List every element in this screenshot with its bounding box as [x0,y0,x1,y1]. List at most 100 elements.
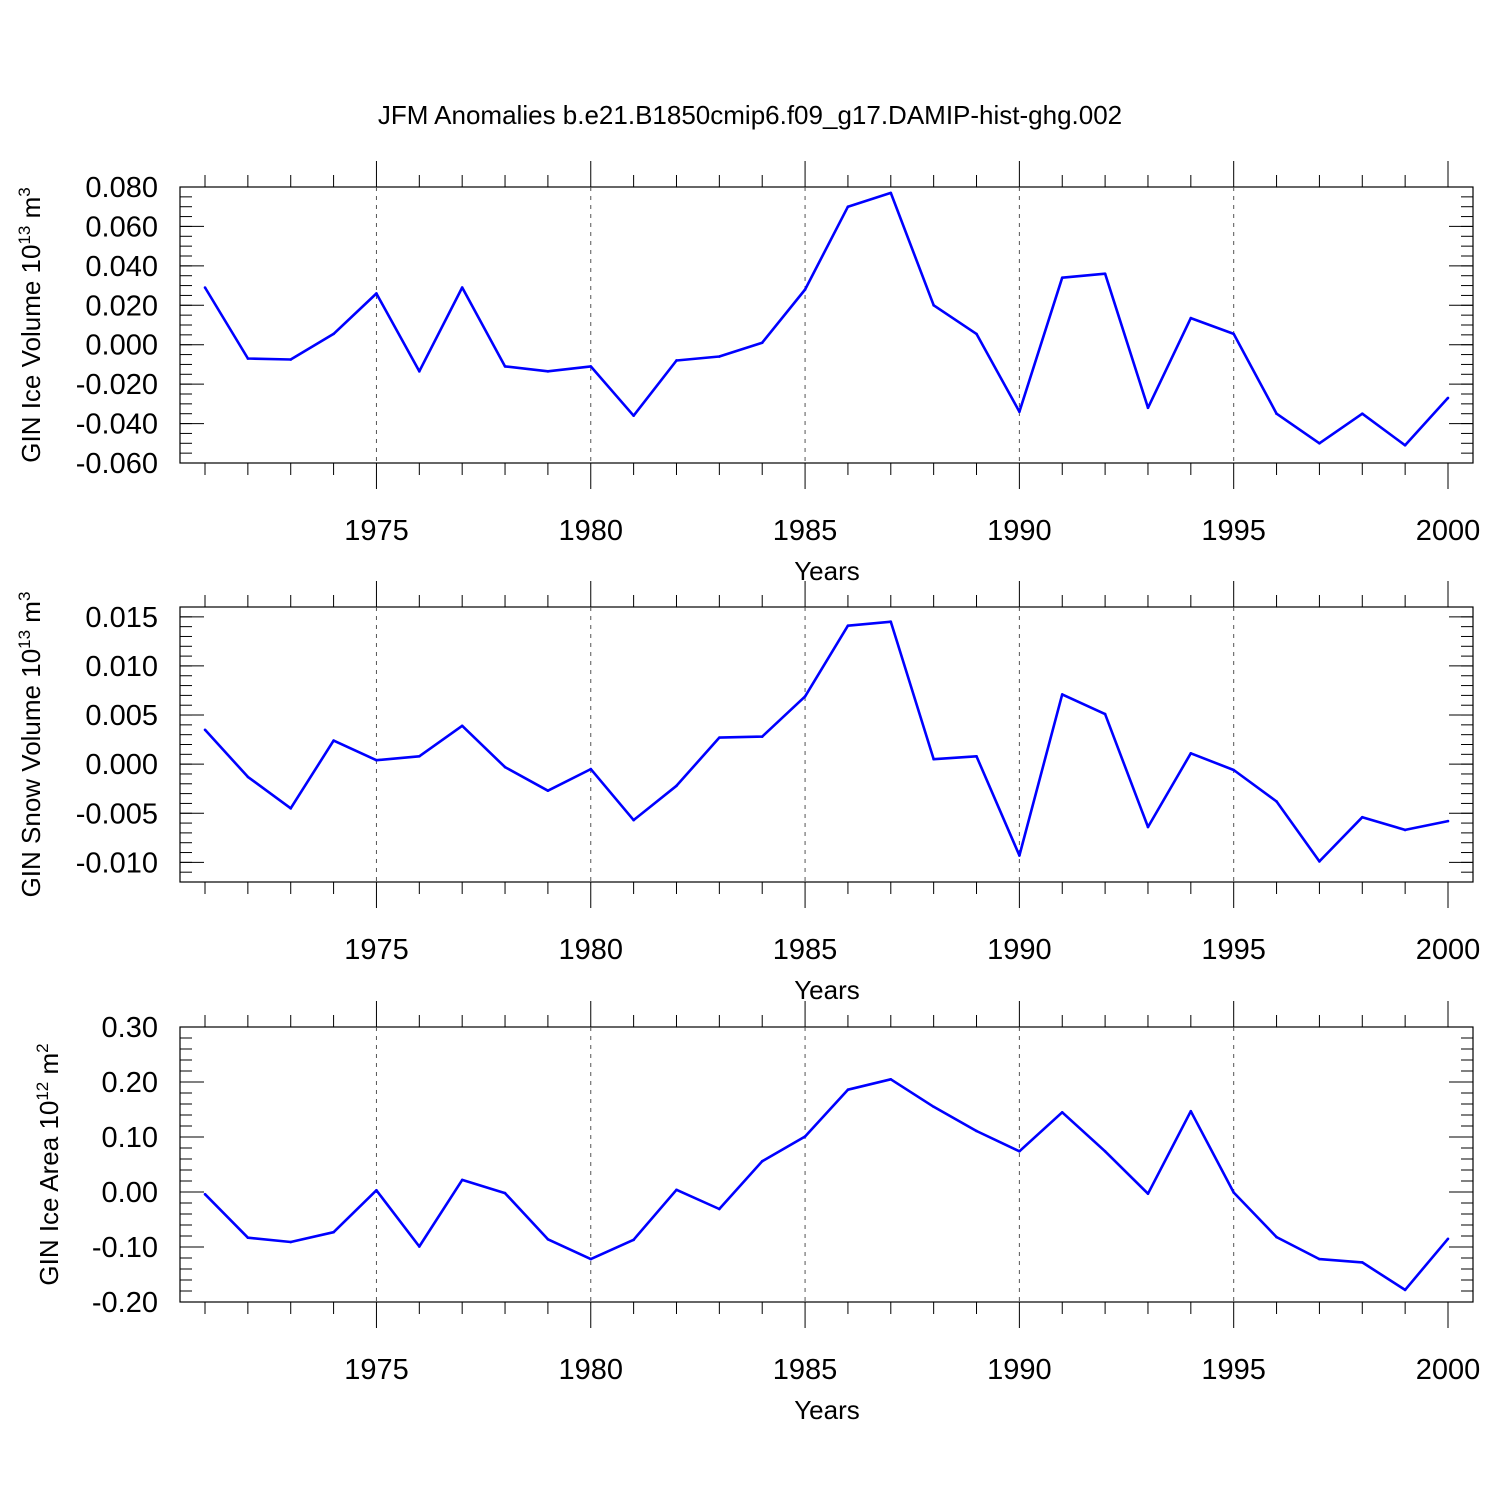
x-axis-label: Years [794,556,860,586]
x-tick-label: 1975 [344,1354,409,1386]
x-tick-label: 2000 [1416,515,1481,547]
chart-title: JFM Anomalies b.e21.B1850cmip6.f09_g17.D… [378,100,1122,130]
y-tick-label: 0.00 [102,1177,158,1209]
y-axis-label: GIN Snow Volume 1013 m3 [15,592,46,898]
y-axis-label-unit: m [16,197,46,226]
data-point [1403,1288,1407,1292]
data-point [589,365,593,368]
data-point [589,1257,593,1261]
y-axis-label-exponent: 13 [15,630,34,649]
x-axis-label: Years [794,975,860,1005]
x-tick-label: 1995 [1201,1354,1266,1386]
data-point [546,370,550,373]
y-tick-label: 0.060 [85,211,158,243]
data-point [1018,1150,1021,1153]
chart-panel-1: 0.080 0.060 0.040 0.020 0.000 -0.020 -0.040 -0.… [15,161,1480,586]
data-point [1103,272,1107,276]
data-point [803,695,807,698]
data-point [460,286,464,289]
data-point [1189,752,1193,755]
data-point [289,1240,293,1244]
y-axis-label-unit: m [16,601,46,630]
data-point [1103,1150,1107,1153]
chart-panel-2: 0.015 0.010 0.005 0.000 -0.005 -0.010 1975 1980… [15,581,1480,1005]
data-point [546,789,550,792]
data-point [418,754,421,758]
y-axis-label-text: GIN Snow Volume 10 [16,649,46,898]
x-tick-label: 1975 [344,934,409,966]
x-tick-label: 1980 [559,934,624,966]
data-point [289,358,293,361]
data-point [932,303,935,307]
plot-frame [179,1026,1474,1303]
y-tick-label: 0.000 [85,749,158,781]
data-point [1446,1237,1450,1241]
data-point [1103,712,1107,716]
data-point [803,1135,807,1138]
y-tick-label: 0.000 [85,330,158,362]
y-axis-label-unit: m [34,1053,64,1082]
data-point [375,292,378,295]
data-point [1232,768,1235,772]
data-point [1360,815,1364,819]
x-tick-label: 1995 [1201,934,1266,966]
x-tick-label: 1985 [773,1354,838,1386]
data-point [632,414,635,417]
data-point [975,332,978,336]
x-tick-label: 2000 [1416,1354,1481,1386]
data-point [632,1238,635,1242]
data-point [1060,276,1064,279]
y-tick-label: 0.080 [85,172,158,204]
data-point [1275,800,1278,803]
data-point [1146,406,1150,410]
data-point [889,620,893,624]
x-axis-label: Years [794,1395,860,1425]
data-point [846,205,850,209]
y-axis-label-exponent: 13 [15,226,34,245]
data-point [1018,410,1021,414]
data-point [1318,860,1321,863]
y-tick-label: -0.020 [76,369,158,401]
data-point [289,807,293,810]
data-point [503,1191,507,1195]
y-tick-label: 0.010 [85,651,158,683]
y-tick-label: 0.20 [102,1067,158,1099]
data-point [1060,1110,1064,1114]
data-point [675,1188,678,1192]
data-point [1446,396,1450,400]
x-tick-label: 1995 [1201,515,1266,547]
data-point [632,818,635,822]
y-tick-label: -0.010 [76,847,158,879]
data-point [1189,316,1193,320]
series-line [203,191,1449,447]
data-point [589,767,593,771]
series-line [204,620,1449,863]
data-point [246,1236,250,1239]
data-point [1146,1192,1150,1195]
data-point [803,288,807,291]
y-axis-label-unit-exponent: 3 [15,592,34,601]
y-axis-label: GIN Ice Volume 1013 m3 [15,187,46,463]
data-point [1189,1109,1193,1113]
data-point [1018,854,1021,857]
data-point [1275,1235,1278,1239]
x-tick-label: 1985 [773,515,838,547]
data-point [718,355,721,358]
data-point [932,757,935,761]
y-axis-label: GIN Ice Area 1012 m2 [33,1043,64,1285]
data-point [418,370,421,373]
y-tick-label: 0.005 [85,700,158,732]
x-tick-label: 1990 [987,934,1052,966]
x-tick-label: 1990 [987,515,1052,547]
data-point [718,1207,721,1211]
y-axis-label-exponent: 12 [33,1082,52,1101]
y-tick-label: 0.040 [85,251,158,283]
data-point [1360,412,1364,416]
data-point [889,191,893,195]
y-axis-label-unit-exponent: 3 [15,187,34,196]
y-tick-label: -0.10 [92,1232,158,1264]
data-point [332,739,335,742]
data-point [1446,819,1450,823]
x-tick-label: 1975 [344,515,409,547]
